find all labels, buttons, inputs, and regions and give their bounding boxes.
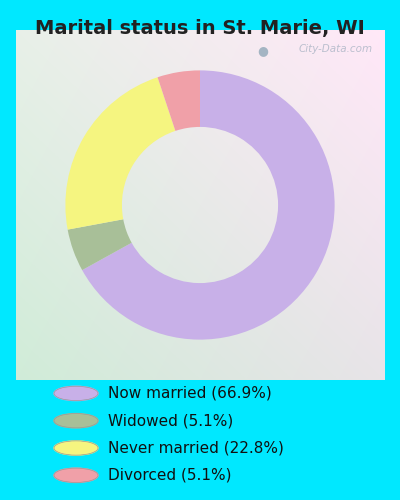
Text: Widowed (5.1%): Widowed (5.1%) — [108, 413, 233, 428]
Text: City-Data.com: City-Data.com — [299, 44, 373, 54]
Circle shape — [54, 441, 98, 455]
Text: Now married (66.9%): Now married (66.9%) — [108, 386, 272, 401]
Wedge shape — [82, 70, 335, 340]
Wedge shape — [65, 78, 175, 230]
Text: Marital status in St. Marie, WI: Marital status in St. Marie, WI — [35, 19, 365, 38]
Wedge shape — [68, 220, 132, 270]
Circle shape — [54, 414, 98, 428]
Text: Never married (22.8%): Never married (22.8%) — [108, 440, 284, 456]
Text: Divorced (5.1%): Divorced (5.1%) — [108, 468, 232, 483]
Circle shape — [54, 386, 98, 400]
Wedge shape — [158, 70, 200, 131]
Text: ●: ● — [257, 44, 268, 57]
Circle shape — [54, 468, 98, 482]
